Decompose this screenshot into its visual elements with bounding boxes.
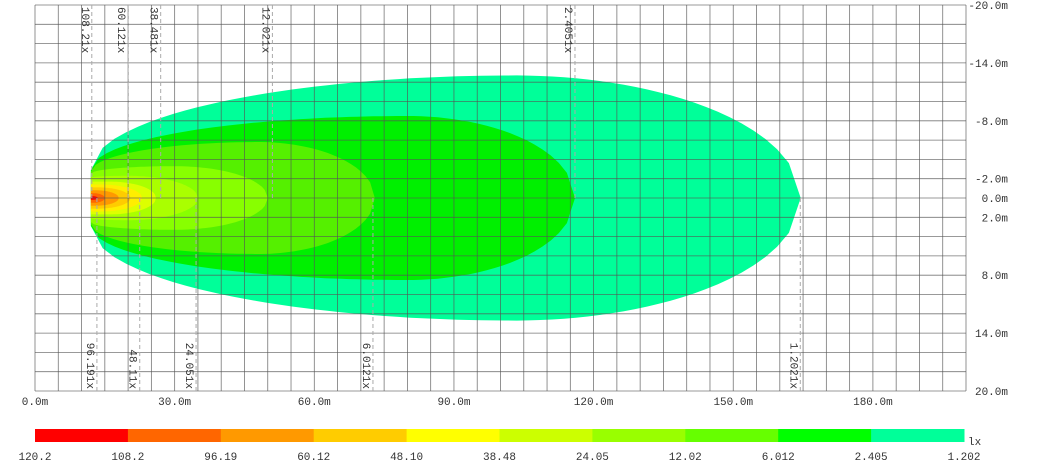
legend-unit: lx [968,437,982,449]
legend-label: 24.05 [576,452,609,464]
y-tick-label: -2.0m [975,175,1008,187]
legend-label: 1.202 [947,452,980,464]
x-tick-label: 0.0m [22,397,49,409]
legend-label: 12.02 [669,452,702,464]
x-tick-label: 120.0m [574,397,614,409]
x-tick-label: 90.0m [437,397,470,409]
legend-swatch [35,429,129,442]
legend-swatch [499,429,593,442]
legend-swatch [220,429,315,442]
isolux-label: 48.11x [126,349,138,389]
y-tick-label: 14.0m [975,329,1008,341]
x-tick-label: 180.0m [853,397,893,409]
isolux-label: 1.2021x [786,343,798,390]
isolux-label: 108.21x [78,7,90,54]
legend-swatch [778,429,872,442]
y-tick-label: 20.0m [975,387,1008,399]
y-tick-label: 8.0m [982,271,1009,283]
y-tick-label: -14.0m [968,59,1008,71]
isolux-label: 2.4051x [561,7,573,54]
isolux-label: 12.021x [258,7,270,54]
x-tick-label: 30.0m [158,397,191,409]
isolux-label: 60.121x [114,7,126,54]
legend-label: 60.12 [297,452,330,464]
x-tick-label: 150.0m [713,397,753,409]
isolux-label: 38.481x [147,7,159,54]
legend-label: 48.10 [390,452,423,464]
legend-swatch [871,429,965,442]
legend-swatch [592,429,686,442]
isolux-label: 6.0121x [359,343,371,390]
axes: 0.0m 30.0m 60.0m 90.0m 120.0m 150.0m 180.0m -20… [22,1,1009,409]
legend-label: 6.012 [762,452,795,464]
x-tick-label: 60.0m [298,397,331,409]
legend-label: 96.19 [204,452,237,464]
y-tick-label: -20.0m [968,1,1008,13]
legend: 120.2 108.2 96.19 60.12 48.10 38.48 24.05 12.02… [18,429,982,464]
y-tick-label: -8.0m [975,117,1008,129]
annotation-layer: 108.21x 60.121x 38.481x 12.021x 2.4051x 96.19… [78,5,801,391]
legend-label: 38.48 [483,452,516,464]
y-tick-label: 0.0m [982,194,1009,206]
legend-label: 2.405 [855,452,888,464]
legend-label: 120.2 [18,452,51,464]
isolux-label: 24.051x [182,343,194,390]
legend-label: 108.2 [111,452,144,464]
legend-swatch [685,429,779,442]
y-tick-label: 2.0m [982,213,1009,225]
legend-swatch [313,429,408,442]
legend-swatch [127,429,222,442]
legend-swatch [406,429,500,442]
isolux-label: 96.191x [83,343,95,390]
grid [34,4,967,392]
